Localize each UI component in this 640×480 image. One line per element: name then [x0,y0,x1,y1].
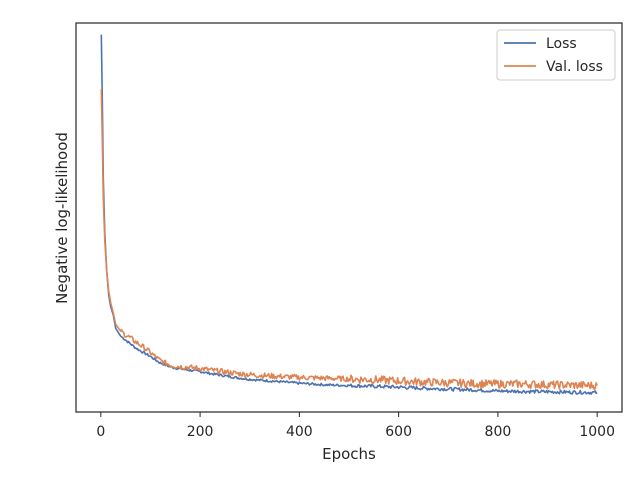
x-tick-label: 800 [485,424,512,440]
plot-frame [75,22,623,413]
legend: Loss Val. loss [496,29,616,81]
x-tick-label: 1000 [579,424,615,440]
x-axis-label: Epochs [322,445,376,463]
plot-background [76,23,622,412]
x-tick-label: 600 [385,424,412,440]
y-axis-label: Negative log-likelihood [53,132,71,304]
x-tick-label: 400 [286,424,313,440]
series-layer [100,34,598,395]
x-tick-label: 0 [96,424,105,440]
legend-label-loss: Loss [546,36,577,52]
series-line-val-loss [100,89,598,391]
legend-label-val-loss: Val. loss [546,59,603,75]
x-tick-label: 200 [187,424,214,440]
x-axis-ticks: 0 200 400 600 800 1000 [96,412,615,440]
